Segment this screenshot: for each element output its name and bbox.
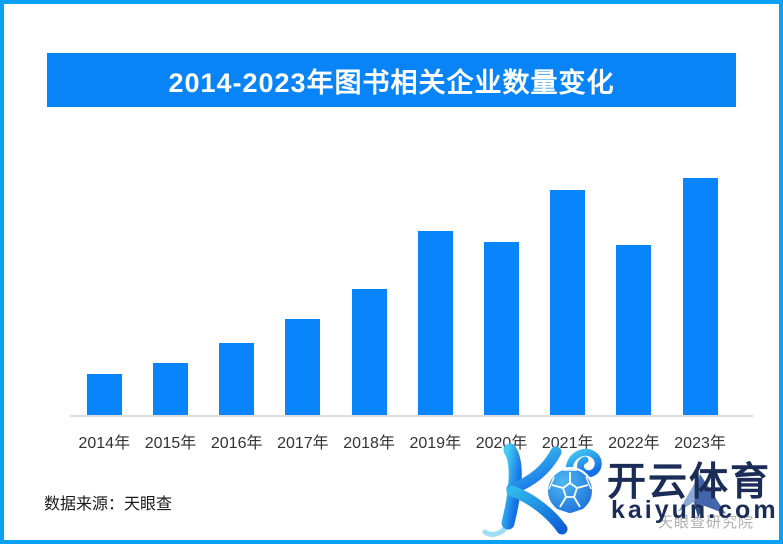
bar-2014年 bbox=[86, 374, 122, 415]
bar-2020年 bbox=[484, 242, 519, 415]
bar-2021年 bbox=[550, 190, 586, 415]
bar-2023年 bbox=[682, 178, 718, 415]
kaiyun-logo-icon bbox=[482, 443, 602, 537]
paper-plane-icon bbox=[678, 474, 726, 518]
bar-2017年 bbox=[285, 319, 321, 415]
data-source-note: 数据来源：天眼查 bbox=[44, 496, 173, 513]
bar-2022年 bbox=[616, 245, 652, 415]
x-tick-label: 2023年 bbox=[674, 435, 726, 452]
football-icon bbox=[546, 467, 594, 515]
x-tick-label: 2022年 bbox=[608, 435, 660, 452]
brand-domain: kaiyun.com bbox=[611, 496, 779, 524]
x-tick-label: 2017年 bbox=[277, 435, 329, 452]
x-tick-label: 2015年 bbox=[144, 435, 197, 452]
x-tick-label: 2018年 bbox=[343, 435, 395, 452]
x-tick-label: 2016年 bbox=[210, 435, 263, 452]
bar-2018年 bbox=[351, 289, 387, 415]
x-axis-labels: 2014年 2015年 2016年 2017年 2018年 2019年 2020年 2021年… bbox=[70, 429, 753, 452]
faint-watermark-text: 天眼查研究院 bbox=[658, 514, 755, 531]
x-tick-label: 2014年 bbox=[78, 435, 131, 452]
x-tick-label: 2019年 bbox=[409, 435, 462, 452]
plot-area bbox=[70, 110, 753, 417]
bar-2019年 bbox=[417, 231, 453, 415]
chart-title-banner: 2014-2023年图书相关企业数量变化 bbox=[47, 53, 736, 107]
bar-2015年 bbox=[153, 363, 188, 415]
brand-name-cn: 开云体育 bbox=[607, 461, 772, 504]
bar-2016年 bbox=[219, 343, 255, 415]
chart-title: 2014-2023年图书相关企业数量变化 bbox=[168, 67, 615, 98]
